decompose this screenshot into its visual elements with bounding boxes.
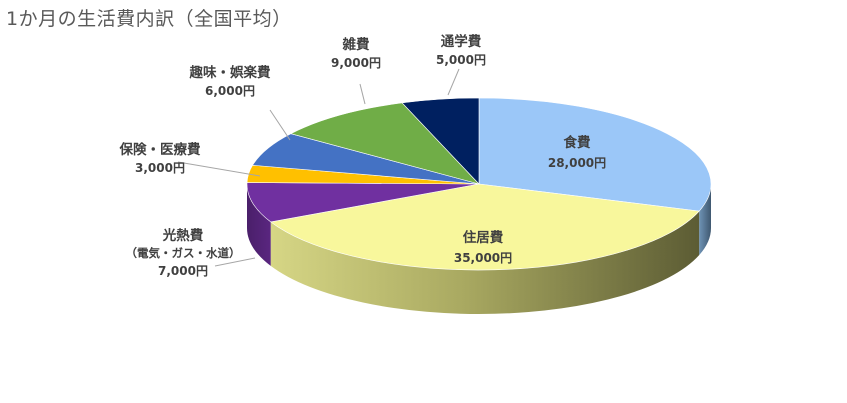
pie-slice-1 bbox=[269, 183, 700, 271]
slice-value-4: 6,000円 bbox=[205, 84, 255, 98]
pie-slice-0 bbox=[478, 97, 712, 212]
leader-line-6 bbox=[447, 68, 460, 96]
chart-title: 1か月の生活費内訳（全国平均） bbox=[6, 8, 292, 30]
slice-label-5: 雑費 bbox=[342, 36, 370, 53]
slice-value-3: 3,000円 bbox=[135, 161, 185, 175]
slice-label-2: 光熱費 bbox=[162, 227, 204, 244]
pie-slice-6 bbox=[401, 97, 480, 185]
leader-line-4 bbox=[269, 109, 291, 141]
pie-side-0 bbox=[699, 184, 711, 256]
slice-label-0: 食費 bbox=[564, 134, 592, 151]
slice-value-2: 7,000円 bbox=[158, 264, 208, 278]
pie-side-2 bbox=[247, 184, 271, 266]
slice-label-3: 保険・医療費 bbox=[119, 141, 201, 158]
slice-value-6: 5,000円 bbox=[436, 53, 486, 67]
pie-side-1 bbox=[270, 211, 700, 314]
slice-label-1: 住居費 bbox=[463, 229, 504, 246]
slice-sublabel-2: （電気・ガス・水道） bbox=[126, 246, 241, 260]
leader-line-5 bbox=[359, 83, 366, 105]
slice-value-5: 9,000円 bbox=[331, 56, 381, 70]
leader-line-3 bbox=[177, 161, 261, 177]
slice-label-4: 趣味・娯楽費 bbox=[189, 64, 271, 81]
slice-label-6: 通学費 bbox=[441, 33, 482, 50]
leader-line-2 bbox=[214, 257, 256, 267]
slice-value-0: 28,000円 bbox=[548, 156, 606, 170]
slice-value-1: 35,000円 bbox=[454, 251, 512, 265]
pie-slice-5 bbox=[290, 102, 480, 185]
pie-slice-2 bbox=[246, 182, 480, 223]
